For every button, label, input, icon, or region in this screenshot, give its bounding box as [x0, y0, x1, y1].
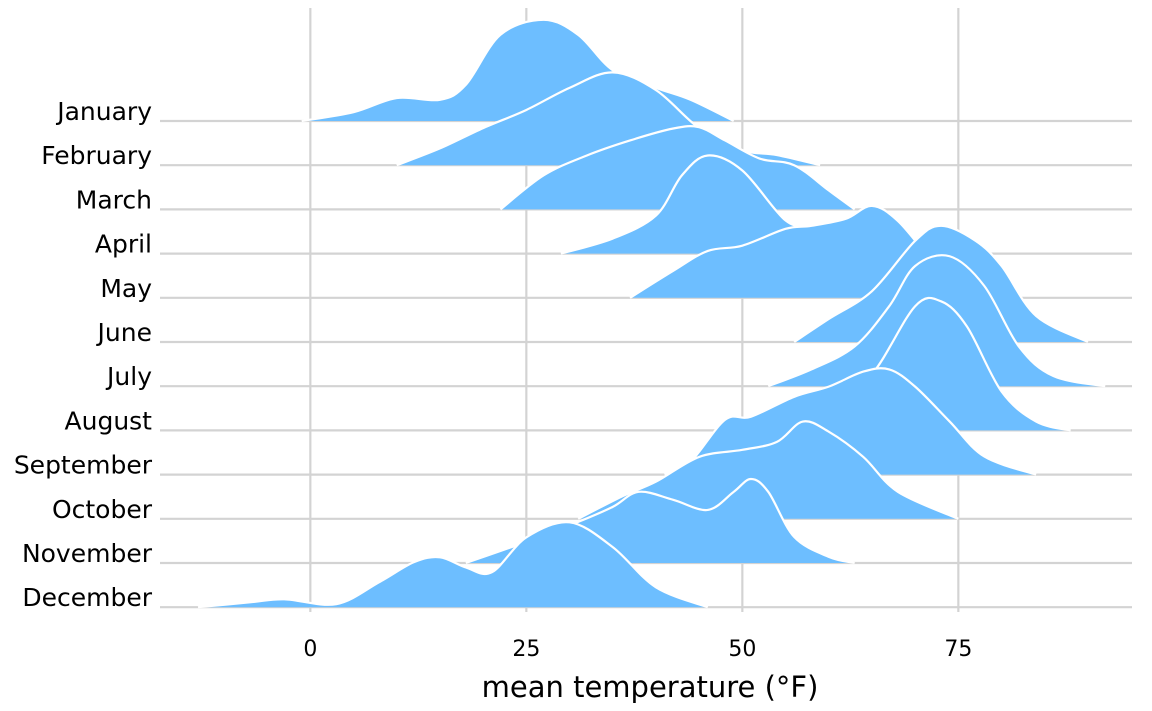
ridge-outline [465, 477, 855, 565]
ridge-area [578, 421, 959, 519]
ridge-outline [767, 254, 1106, 388]
y-tick-label: May [100, 274, 152, 303]
x-tick-label: 25 [512, 637, 540, 662]
ridge-outline [197, 521, 709, 609]
x-axis-label: mean temperature (°F) [482, 670, 819, 704]
ridge-outline [793, 224, 1089, 343]
y-tick-label: August [65, 406, 153, 435]
y-tick-label: November [22, 539, 153, 568]
ridge-outline [499, 125, 856, 211]
y-tick-label: January [55, 97, 152, 126]
y-tick-label: April [95, 230, 152, 259]
y-tick-label: October [52, 495, 153, 524]
y-tick-label: June [96, 318, 152, 347]
ridge-area [198, 522, 708, 608]
y-tick-label: July [105, 362, 152, 391]
ridge-outline [396, 71, 821, 167]
ridge-outline [301, 18, 735, 123]
y-tick-label: February [41, 141, 152, 170]
x-tick-label: 0 [303, 637, 317, 662]
y-tick-label: December [22, 583, 152, 612]
ridge-outline [577, 420, 959, 520]
x-tick-label: 75 [944, 637, 972, 662]
y-tick-label: March [76, 185, 152, 214]
ridge-outline [664, 367, 1037, 476]
ridge-area [500, 126, 855, 210]
y-tick-label: September [14, 451, 153, 480]
x-tick-label: 50 [728, 637, 756, 662]
ridge-area [750, 297, 1071, 431]
